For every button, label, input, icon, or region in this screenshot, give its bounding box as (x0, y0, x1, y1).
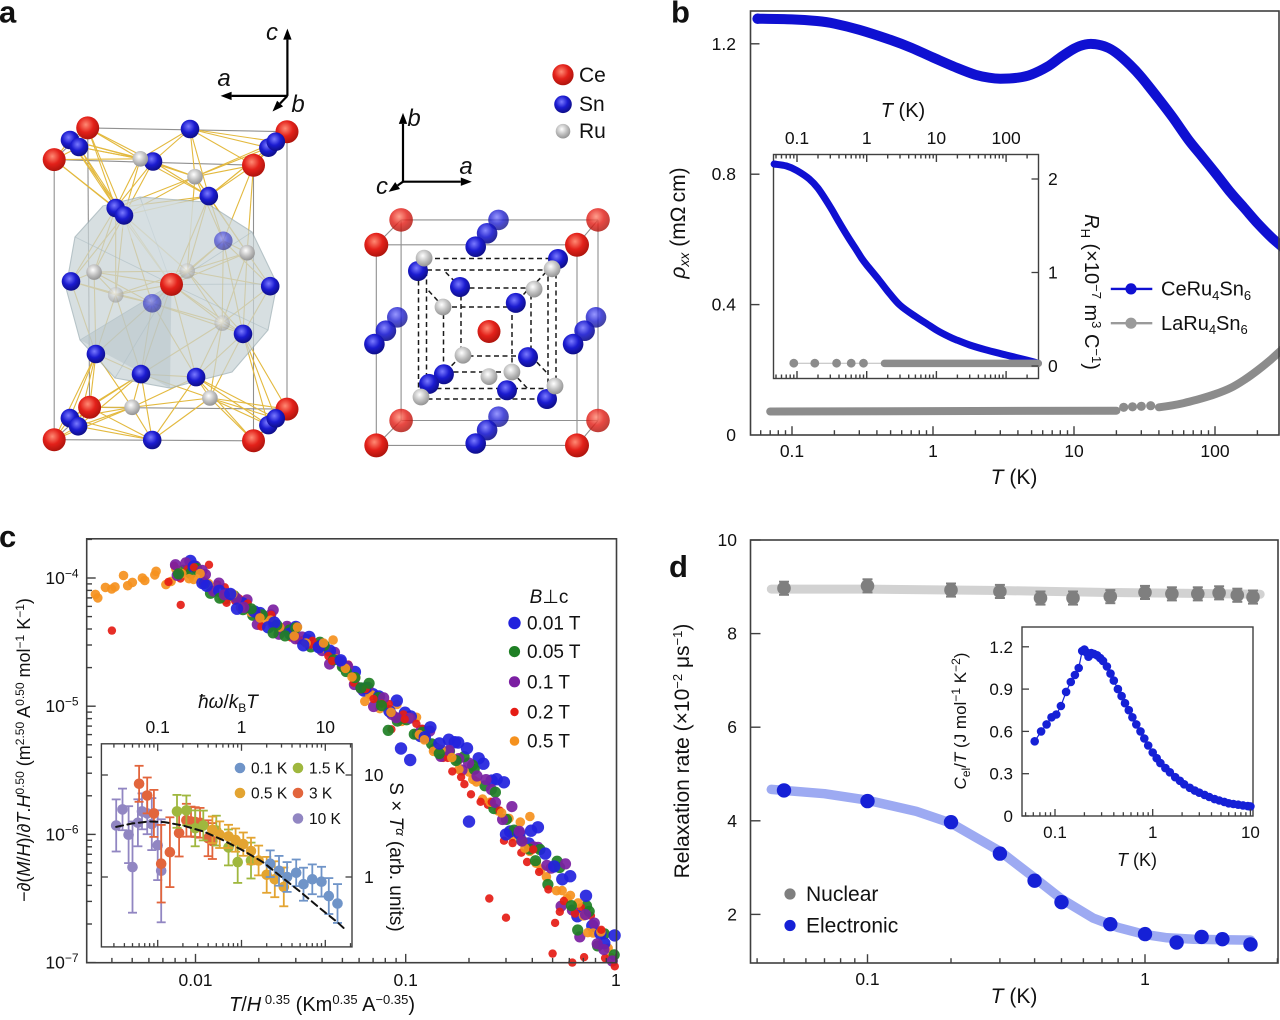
svg-text:Sn: Sn (579, 93, 605, 116)
svg-text:0: 0 (1004, 807, 1013, 826)
svg-text:0: 0 (1048, 356, 1058, 376)
svg-text:T (K): T (K) (991, 985, 1038, 1008)
svg-text:a: a (0, 0, 17, 30)
svg-text:CeRu4​Sn6​: CeRu4​Sn6​ (1161, 279, 1251, 303)
svg-text:0: 0 (726, 425, 736, 445)
svg-text:a: a (459, 153, 472, 180)
svg-text:1: 1 (928, 441, 938, 461)
svg-text:0.5 T: 0.5 T (527, 732, 570, 753)
svg-text:1.2: 1.2 (989, 638, 1013, 657)
svg-text:0.4: 0.4 (712, 295, 737, 315)
svg-text:0.1: 0.1 (146, 717, 170, 737)
svg-text:T (K): T (K) (881, 100, 925, 122)
svg-text:10: 10 (1064, 441, 1084, 461)
svg-text:0.1: 0.1 (855, 969, 879, 989)
svg-text:S × Tα (arb. units): S × Tα (arb. units) (385, 782, 408, 931)
svg-text:B⊥c: B⊥c (530, 587, 569, 608)
svg-text:b: b (407, 105, 420, 132)
svg-text:0.9: 0.9 (989, 680, 1013, 699)
svg-text:ħω/kBT: ħω/kBT (198, 692, 259, 715)
svg-text:T/H 0.35 (Km0.35 A−0.35): T/H 0.35 (Km0.35 A−0.35) (229, 992, 415, 1016)
svg-text:−∂(M/H)/∂T.H0.50 (m2.50 A0.50: −∂(M/H)/∂T.H0.50 (m2.50 A0.50 mol−1 K−1) (13, 598, 34, 902)
svg-text:0.05 T: 0.05 T (527, 642, 581, 663)
svg-text:Electronic: Electronic (806, 915, 898, 938)
svg-text:10: 10 (927, 128, 947, 148)
svg-text:Ru: Ru (579, 120, 606, 143)
svg-text:1: 1 (611, 970, 621, 990)
svg-text:10: 10 (364, 765, 384, 785)
svg-text:d: d (669, 549, 688, 584)
svg-text:0.1: 0.1 (1043, 823, 1067, 842)
svg-text:1.2: 1.2 (712, 34, 736, 54)
svg-text:0.1 T: 0.1 T (527, 672, 570, 693)
svg-text:0.1: 0.1 (394, 970, 418, 990)
svg-text:0.6: 0.6 (989, 722, 1013, 741)
svg-text:Ce: Ce (579, 64, 606, 87)
svg-text:b: b (291, 91, 304, 118)
svg-text:Nuclear: Nuclear (806, 883, 878, 906)
svg-text:0.01 T: 0.01 T (527, 614, 581, 635)
svg-text:T (K): T (K) (991, 466, 1038, 489)
svg-text:1: 1 (1048, 263, 1058, 283)
svg-text:c: c (376, 173, 388, 200)
svg-text:4: 4 (727, 811, 737, 831)
svg-text:1: 1 (1140, 969, 1150, 989)
svg-text:0.2 T: 0.2 T (527, 703, 570, 724)
svg-text:10: 10 (316, 717, 336, 737)
svg-text:LaRu4​Sn6​: LaRu4​Sn6​ (1161, 313, 1248, 337)
svg-text:3 K: 3 K (309, 786, 333, 803)
svg-text:c: c (266, 19, 278, 46)
svg-text:1: 1 (1148, 823, 1157, 842)
svg-text:RH (×10−7 m3 C−1): RH (×10−7 m3 C−1) (1078, 214, 1104, 370)
svg-text:2: 2 (727, 904, 737, 924)
svg-text:Cel/T (J mol−1 K−2): Cel/T (J mol−1 K−2) (949, 653, 973, 790)
svg-text:0.3: 0.3 (989, 765, 1013, 784)
svg-text:10 K: 10 K (309, 811, 342, 828)
svg-text:0.1: 0.1 (785, 128, 809, 148)
svg-text:0.1: 0.1 (780, 441, 804, 461)
svg-text:100: 100 (1200, 441, 1229, 461)
svg-text:0.5 K: 0.5 K (251, 786, 288, 803)
svg-text:T (K): T (K) (1117, 850, 1157, 870)
svg-text:a: a (217, 65, 230, 92)
svg-text:100: 100 (991, 128, 1020, 148)
svg-text:1: 1 (862, 128, 872, 148)
svg-text:b: b (671, 0, 690, 30)
svg-text:c: c (0, 519, 16, 554)
svg-text:1: 1 (237, 717, 247, 737)
svg-text:10: 10 (718, 530, 738, 550)
svg-text:10: 10 (1241, 823, 1260, 842)
svg-text:8: 8 (727, 624, 737, 644)
svg-text:1.5 K: 1.5 K (309, 761, 346, 778)
svg-text:1: 1 (364, 867, 374, 887)
svg-text:0.8: 0.8 (712, 164, 736, 184)
svg-text:0.1 K: 0.1 K (251, 761, 288, 778)
svg-text:6: 6 (727, 717, 737, 737)
svg-text:Relaxation rate (×10−2 μs−1): Relaxation rate (×10−2 μs−1) (670, 624, 694, 879)
svg-text:ρxx (mΩ cm): ρxx (mΩ cm) (667, 167, 692, 279)
svg-text:2: 2 (1048, 169, 1058, 189)
svg-text:0.01: 0.01 (178, 970, 212, 990)
